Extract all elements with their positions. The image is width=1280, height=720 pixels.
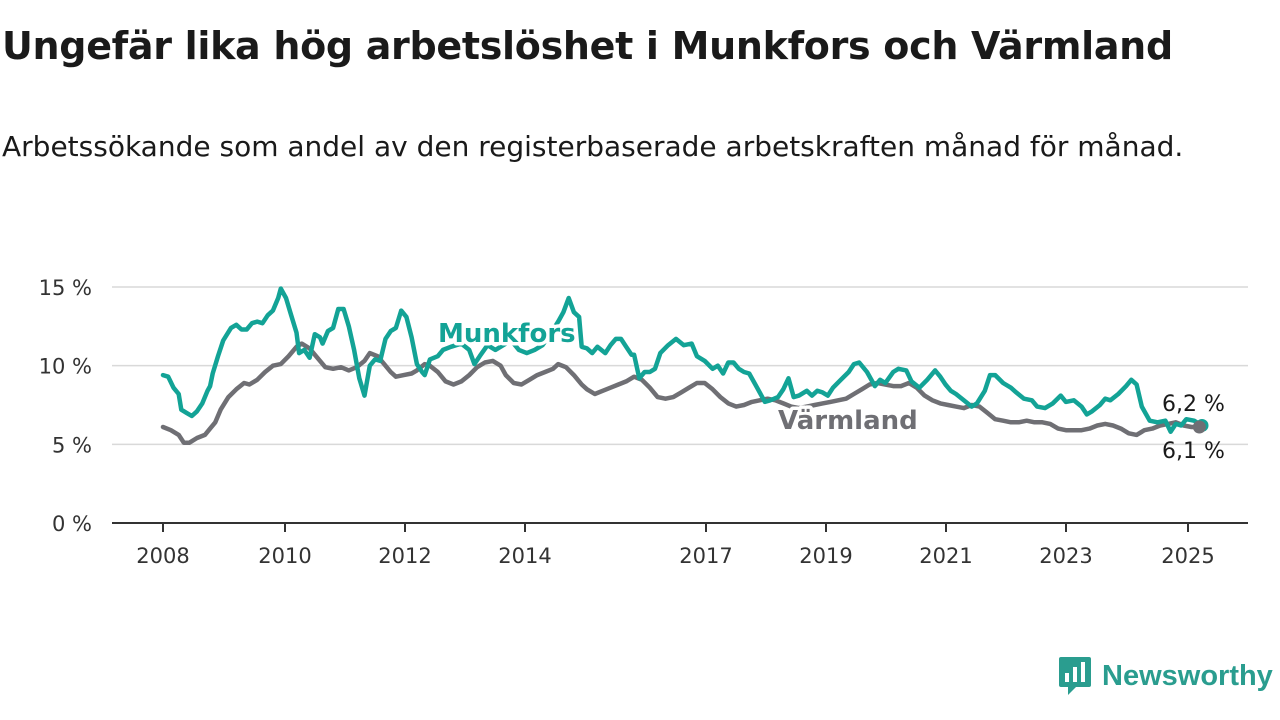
y-tick-label: 10 %	[39, 355, 92, 379]
series-end-dot	[1192, 420, 1206, 434]
brand-name: Newsworthy	[1102, 659, 1273, 692]
x-tick-label: 2014	[498, 544, 551, 568]
x-tick-label: 2017	[679, 544, 732, 568]
x-tick-label: 2025	[1161, 544, 1214, 568]
x-tick-label: 2023	[1039, 544, 1092, 568]
series-lines	[160, 286, 1209, 446]
series-label-munkfors-halo: Munkfors	[438, 319, 576, 349]
x-tick-label: 2008	[136, 544, 189, 568]
chart-bubble-icon	[1059, 657, 1091, 695]
chart-title: Ungefär lika hög arbetslöshet i Munkfors…	[2, 24, 1173, 68]
series-label-munkfors: Munkfors	[438, 319, 576, 349]
series-label-varmland: Värmland	[778, 406, 918, 436]
x-tick-label: 2012	[378, 544, 431, 568]
series-line-munkfors	[160, 286, 1205, 434]
x-tick-label: 2021	[919, 544, 972, 568]
end-value-munkfors: 6,2 %	[1162, 392, 1225, 417]
x-tick-label: 2010	[258, 544, 311, 568]
chart-subtitle: Arbetssökande som andel av den registerb…	[2, 130, 1184, 163]
y-tick-label: 15 %	[39, 276, 92, 300]
grid-lines	[112, 286, 1248, 446]
y-tick-label: 5 %	[52, 433, 92, 457]
newsworthy-logo: Newsworthy	[1058, 655, 1273, 697]
end-value-varmland: 6,1 %	[1162, 439, 1225, 464]
axes: 0 % 5 % 10 % 15 % 2008 2010 2012 2014 2017 2019 20…	[39, 276, 1248, 568]
series-label-varmland-halo: Värmland	[778, 406, 918, 436]
y-tick-label: 0 %	[52, 512, 92, 536]
x-tick-label: 2019	[799, 544, 852, 568]
series-line-varmland	[160, 341, 1202, 446]
